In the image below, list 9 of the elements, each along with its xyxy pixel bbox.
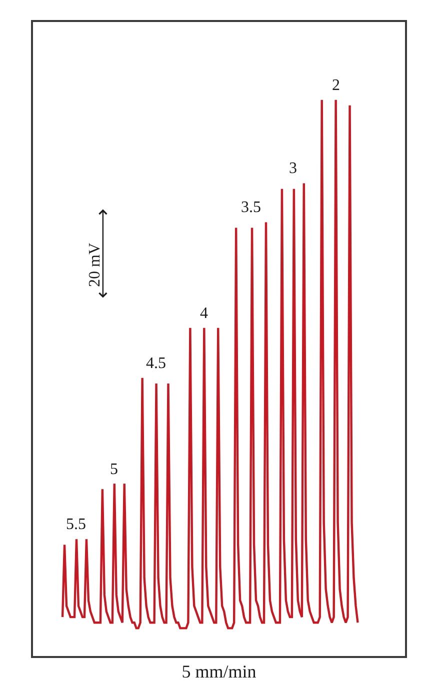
annotation: 5 xyxy=(110,461,118,478)
annotation: 20 mV xyxy=(86,242,104,287)
annotation: 5.5 xyxy=(66,516,86,533)
annotation: 4 xyxy=(200,305,208,322)
x-axis-title: 5 mm/min xyxy=(182,661,256,682)
annotation: 4.5 xyxy=(146,355,166,372)
annotation: 2 xyxy=(332,77,340,94)
annotation: 3 xyxy=(289,160,297,177)
annotation: 3.5 xyxy=(241,199,261,216)
